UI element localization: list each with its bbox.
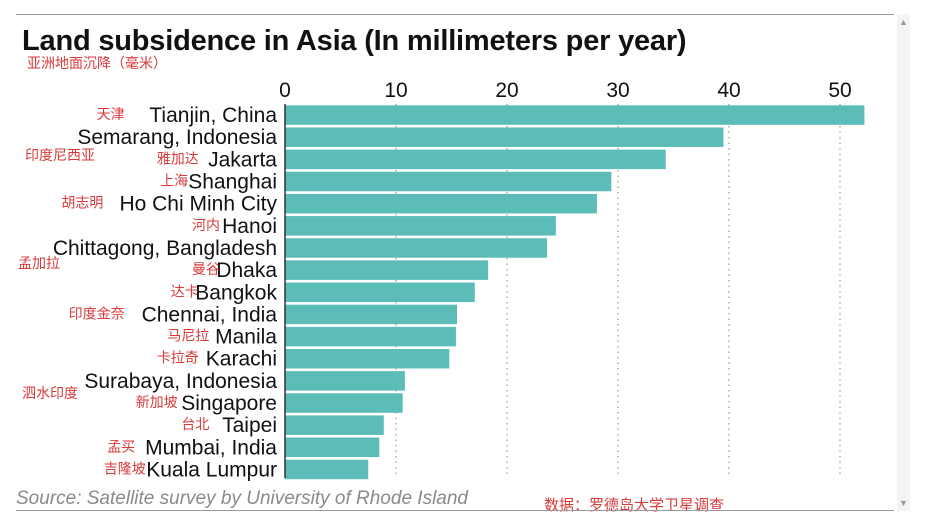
chart-title: Land subsidence in Asia (In millimeters …	[22, 25, 687, 57]
category-annotation: 曼谷	[192, 262, 220, 278]
bar	[285, 415, 384, 435]
source-note: Source: Satellite survey by University o…	[16, 488, 468, 509]
bar	[285, 238, 547, 258]
bar	[285, 127, 724, 147]
category-annotation: 河内	[192, 218, 220, 234]
x-tick-label: 30	[606, 79, 629, 102]
category-label: Chennai, India	[142, 303, 278, 326]
bar	[285, 371, 405, 391]
category-label: Taipei	[222, 414, 277, 437]
bar	[285, 326, 456, 347]
category-annotation: 新加坡	[136, 395, 178, 411]
category-annotation: 印度金奈	[69, 306, 125, 322]
bar	[285, 437, 380, 458]
bar	[285, 393, 403, 413]
side-annotation: 孟加拉	[18, 256, 60, 272]
bar	[285, 459, 369, 480]
category-label: Surabaya, Indonesia	[84, 370, 277, 393]
category-annotation: 天津	[97, 107, 125, 123]
category-annotation: 卡拉奇	[157, 350, 199, 367]
category-label: Karachi	[206, 348, 277, 371]
category-label: Manila	[215, 326, 277, 349]
category-label: Shanghai	[188, 171, 277, 194]
bar	[285, 105, 865, 125]
category-annotation: 达卡	[171, 284, 199, 300]
side-annotation: 印度尼西亚	[25, 148, 95, 164]
top-rule	[16, 14, 894, 15]
category-annotation: 马尼拉	[167, 329, 209, 345]
bottom-rule	[16, 510, 894, 511]
bar	[285, 149, 666, 170]
category-annotation: 吉隆坡	[104, 461, 146, 477]
category-label: Semarang, Indonesia	[77, 126, 277, 149]
category-label: Singapore	[181, 392, 277, 415]
bar	[285, 348, 450, 369]
category-annotation: 雅加达	[157, 151, 199, 167]
scroll-down-arrow-icon[interactable]: ▼	[899, 498, 908, 508]
chart-title-chinese: 亚洲地面沉降（毫米）	[27, 55, 167, 71]
category-annotation: 胡志明	[61, 196, 103, 212]
category-annotation: 台北	[181, 417, 209, 433]
category-annotation: 孟买	[107, 439, 135, 455]
x-tick-label: 10	[384, 79, 407, 102]
category-label: Tianjin, China	[149, 104, 277, 127]
vertical-scrollbar[interactable]: ▲ ▼	[897, 14, 910, 511]
category-label: Bangkok	[195, 281, 277, 304]
category-annotation: 上海	[160, 174, 188, 190]
x-tick-label: 40	[717, 79, 740, 102]
bar	[285, 171, 612, 192]
bar	[285, 282, 475, 303]
side-annotation: 泗水印度	[22, 386, 78, 402]
category-label: Ho Chi Minh City	[119, 193, 277, 216]
source-note-chinese: 数据：罗德岛大学卫星调查	[544, 497, 725, 514]
bar	[285, 304, 458, 325]
category-label: Kuala Lumpur	[146, 458, 277, 481]
x-tick-label: 0	[279, 79, 291, 102]
category-label: Jakarta	[208, 148, 277, 171]
x-tick-label: 50	[828, 79, 851, 102]
category-label: Hanoi	[222, 215, 277, 238]
bar	[285, 193, 597, 214]
scroll-up-arrow-icon[interactable]: ▲	[899, 17, 908, 27]
bar	[285, 260, 489, 280]
category-label: Chittagong, Bangladesh	[53, 237, 277, 260]
x-tick-label: 20	[495, 79, 518, 102]
bar	[285, 216, 556, 236]
category-label: Mumbai, India	[145, 436, 277, 459]
category-label: Dhaka	[216, 259, 277, 282]
